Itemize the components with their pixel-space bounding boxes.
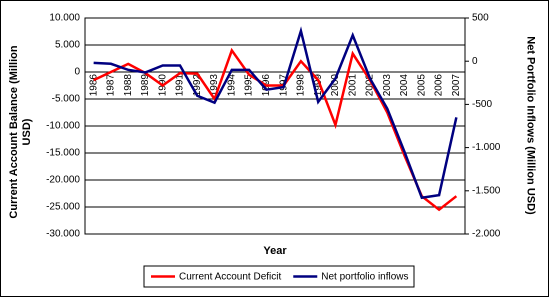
- x-tick-label: 1999: [313, 74, 324, 97]
- x-tick-label: 1992: [192, 74, 203, 97]
- x-tick-label: 2007: [451, 74, 462, 97]
- x-tick-label: 1986: [88, 74, 99, 97]
- plot-border: [84, 17, 466, 235]
- series-line: [93, 47, 458, 212]
- x-tick-label: 1988: [123, 74, 134, 97]
- y-tick-label: 5.000: [55, 40, 80, 51]
- y2-tick-label: -2.000: [472, 229, 501, 240]
- legend: Current Account Deficit Net portfolio inf…: [143, 265, 415, 288]
- x-tick-label: 1994: [226, 74, 237, 97]
- y-tick-label: -20.000: [46, 175, 80, 186]
- x-tick-label: 2005: [416, 74, 427, 97]
- y2-tick-label: 0: [472, 56, 478, 67]
- x-tick-label: 2003: [382, 74, 393, 97]
- series-line: [93, 26, 458, 200]
- x-tick-label: 2002: [365, 74, 376, 97]
- legend-box: [143, 265, 415, 288]
- x-tick-label: 1998: [296, 74, 307, 97]
- x-tick-label: 2004: [399, 74, 410, 97]
- legend-label: Current Account Deficit: [179, 272, 281, 283]
- x-tick-label: 1993: [209, 74, 220, 97]
- y-tick-label: -30.000: [46, 229, 80, 240]
- x-tick-label: 2006: [434, 74, 445, 97]
- x-tick-label: 2000: [330, 74, 341, 97]
- y-tick-label: 10.000: [49, 13, 80, 24]
- legend-label: Net portfolio inflows: [321, 272, 408, 283]
- x-tick-label: 1995: [244, 74, 255, 97]
- y2-tick-label: -500: [472, 99, 492, 110]
- x-tick-label: 1991: [175, 74, 186, 97]
- y-tick-label: -10.000: [46, 121, 80, 132]
- y-tick-label: -5.000: [52, 94, 81, 105]
- y-tick-label: -25.000: [46, 202, 80, 213]
- x-tick-label: 2001: [347, 74, 358, 97]
- y2-tick-label: -1.500: [472, 185, 501, 196]
- x-tick-label: 1989: [140, 74, 151, 97]
- y-tick-label: -15.000: [46, 148, 80, 159]
- x-tick-label: 1987: [106, 74, 117, 97]
- x-axis-title: Year: [263, 245, 287, 257]
- y-tick-label: 0: [74, 67, 80, 78]
- y2-tick-label: 500: [472, 13, 489, 24]
- y2-tick-label: -1.000: [472, 142, 501, 153]
